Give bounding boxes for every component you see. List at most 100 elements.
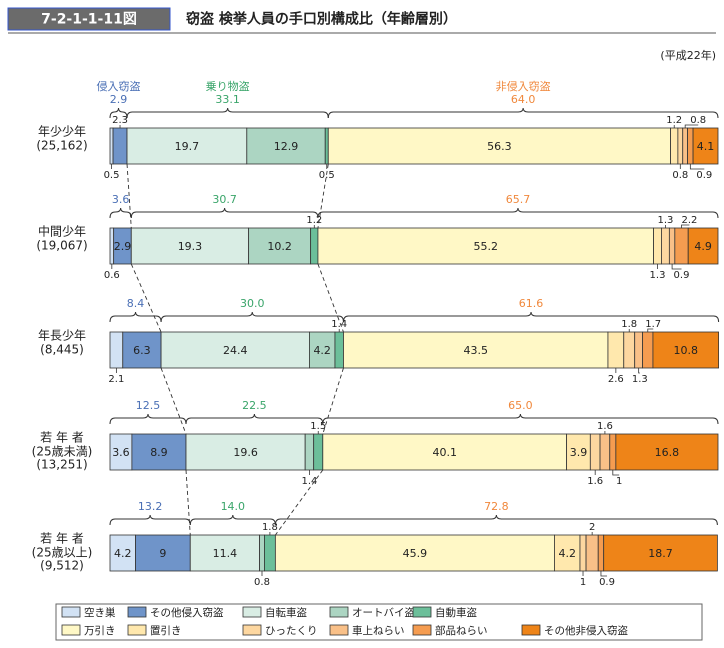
value-label: 4.2 <box>558 547 576 560</box>
legend-swatch <box>521 624 541 636</box>
value-label-outside: 0.9 <box>674 270 690 281</box>
group-bracket <box>185 413 324 425</box>
value-label: 40.1 <box>432 446 457 459</box>
group-bracket <box>274 514 718 526</box>
group-value: 30.7 <box>212 193 237 206</box>
category-note: (19,067) <box>36 239 87 253</box>
value-label-outside: 0.5 <box>319 170 335 181</box>
category-label: 若 年 者 <box>40 532 84 546</box>
value-label: 56.3 <box>487 140 512 153</box>
category-note: (8,445) <box>40 343 84 357</box>
bar-segment <box>248 227 312 265</box>
legend-label: その他侵入窃盗 <box>150 606 224 619</box>
bar-segment <box>131 433 187 471</box>
bar-segment <box>130 227 250 265</box>
bar-segment <box>185 433 306 471</box>
value-label-outside: 2.3 <box>112 115 128 126</box>
leader-line <box>600 571 608 577</box>
chart-title: 窃盗 検挙人員の手口別構成比（年齢層別） <box>186 11 457 28</box>
leader-line <box>647 328 654 332</box>
value-label: 55.2 <box>473 240 498 253</box>
group-name: 侵入窃盗 <box>97 79 141 93</box>
bar-segment <box>334 331 344 369</box>
value-label: 45.9 <box>403 547 428 560</box>
legend-label: オートバイ盗 <box>352 606 415 619</box>
group-bracket <box>130 207 319 219</box>
bar-segment <box>317 227 654 265</box>
bar-segment <box>623 331 636 369</box>
value-label-outside: 1 <box>580 577 586 588</box>
bar-segment <box>259 534 265 572</box>
bar-segment <box>597 534 605 572</box>
value-label-outside: 2.2 <box>681 215 697 226</box>
connector <box>322 367 344 435</box>
value-label-outside: 1.2 <box>306 215 322 226</box>
connector <box>317 163 329 229</box>
connector <box>130 263 162 333</box>
bar-segment <box>670 127 679 165</box>
group-bracket <box>109 514 191 526</box>
leader-line <box>684 124 699 128</box>
value-label-outside: 1.3 <box>632 374 648 385</box>
group-name: 乗り物盗 <box>206 79 250 93</box>
value-label-outside: 1.8 <box>262 522 278 533</box>
group-bracket <box>322 413 719 425</box>
figure-number-box <box>7 7 171 31</box>
legend-swatch <box>127 624 147 636</box>
legend-label: ひったくり <box>265 625 318 637</box>
value-label-outside: 1 <box>616 476 622 487</box>
legend-swatch <box>412 624 432 636</box>
bar-segment <box>687 227 719 265</box>
group-bracket <box>126 107 329 119</box>
value-label: 19.3 <box>178 240 203 253</box>
value-label: 11.4 <box>213 547 238 560</box>
bar-segment <box>109 331 124 369</box>
value-label-outside: 0.9 <box>599 577 615 588</box>
value-label-outside: 0.5 <box>104 170 120 181</box>
bar-segment <box>677 127 684 165</box>
bar-segment <box>309 331 336 369</box>
bar-segment <box>324 127 329 165</box>
bar-segment <box>668 227 676 265</box>
category-label: 年少少年 <box>38 125 86 139</box>
group-bracket <box>109 107 128 119</box>
value-label: 10.8 <box>674 344 699 357</box>
connector <box>185 469 191 536</box>
value-label-outside: 1.8 <box>621 319 637 330</box>
group-value: 2.9 <box>110 93 128 106</box>
group-bracket <box>342 311 720 323</box>
value-label-outside: 2.1 <box>108 374 124 385</box>
value-label-outside: 1.5 <box>310 421 326 432</box>
value-label: 19.6 <box>233 446 258 459</box>
legend-swatch <box>242 606 262 618</box>
leader-line <box>689 164 705 170</box>
bar-segment <box>589 433 601 471</box>
value-label-outside: 1.4 <box>331 319 347 330</box>
group-value: 33.1 <box>215 93 240 106</box>
value-label-outside: 1.2 <box>666 115 682 126</box>
group-name: 非侵入窃盗 <box>496 79 551 93</box>
bar-segment <box>687 127 694 165</box>
value-label: 16.8 <box>655 446 680 459</box>
group-value: 72.8 <box>484 500 509 513</box>
group-bracket <box>109 207 132 219</box>
value-label: 24.4 <box>223 344 248 357</box>
category-note: (25,162) <box>36 139 87 153</box>
group-value: 14.0 <box>221 500 246 513</box>
group-value: 61.6 <box>519 297 544 310</box>
legend-swatch <box>127 606 147 618</box>
value-label-outside: 0.9 <box>696 170 712 181</box>
bar-segment <box>634 331 644 369</box>
group-bracket <box>317 207 719 219</box>
bar-segment <box>692 127 719 165</box>
leader-line <box>681 224 690 228</box>
bar-segment <box>653 227 662 265</box>
bar-segment <box>122 331 162 369</box>
bar-segment <box>609 433 617 471</box>
leader-line <box>671 264 682 270</box>
connector <box>160 367 187 435</box>
bar-segment <box>603 534 718 572</box>
bar-segment <box>310 227 319 265</box>
bar-segment <box>652 331 720 369</box>
